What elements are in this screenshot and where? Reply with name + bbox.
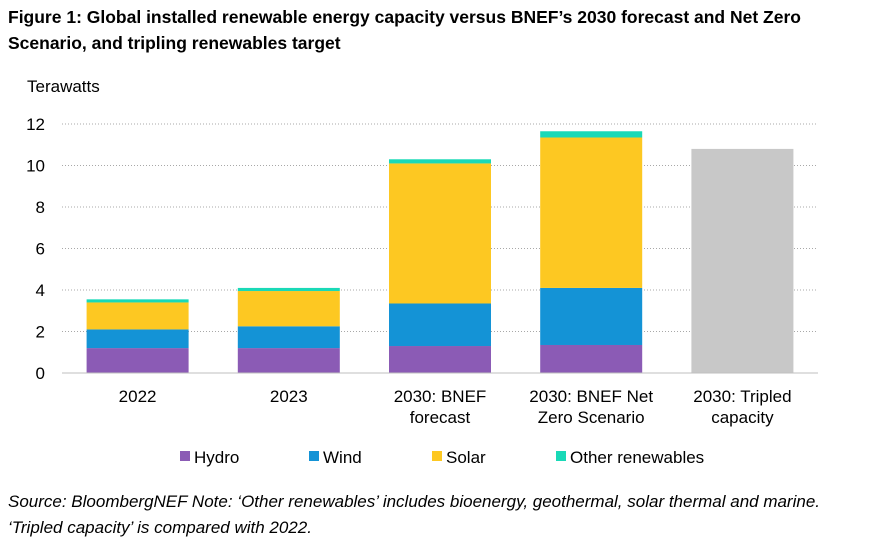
- x-tick-label: forecast: [410, 408, 471, 427]
- legend-label: Hydro: [194, 448, 239, 467]
- bar-segment-other-renewables: [389, 159, 491, 164]
- source-note: Source: BloombergNEF Note: ‘Other renewa…: [8, 492, 821, 537]
- legend: Hydro Wind Solar Other renewables: [180, 448, 704, 467]
- bar-segment-solar: [540, 137, 643, 288]
- y-tick-label: 4: [36, 281, 45, 300]
- x-tick-label: 2023: [270, 387, 308, 406]
- bar-segment-wind: [86, 329, 189, 349]
- x-tick-label: capacity: [711, 408, 774, 427]
- y-tick-label: 8: [36, 198, 45, 217]
- bar-segment-solar: [389, 163, 491, 304]
- bar-segment-solar: [237, 291, 340, 327]
- legend-swatch-wind: [309, 451, 319, 461]
- y-tick-label: 12: [26, 115, 45, 134]
- bar-segment-hydro: [540, 344, 643, 373]
- y-tick-label: 6: [36, 240, 45, 259]
- bar-segment-other-renewables: [540, 131, 643, 138]
- bars: [86, 131, 794, 373]
- x-tick-label: Zero Scenario: [538, 408, 645, 427]
- x-tick-label: 2030: BNEF: [394, 387, 487, 406]
- bar-segment-wind: [540, 287, 643, 345]
- bar-segment-other-renewables: [237, 287, 340, 292]
- y-tick-label: 10: [26, 157, 45, 176]
- y-axis-ticks: 0 2 4 6 8 10 12: [26, 115, 45, 383]
- legend-label: Solar: [446, 448, 486, 467]
- legend-swatch-other-renewables: [556, 451, 566, 461]
- bar-segment-hydro: [237, 348, 340, 373]
- figure-title: Figure 1: Global installed renewable ene…: [8, 7, 801, 53]
- bar-segment-wind: [237, 326, 340, 349]
- y-axis-label: Terawatts: [27, 77, 100, 96]
- bar-segment-other-renewables: [86, 299, 189, 303]
- bar-segment-wind: [389, 303, 491, 347]
- y-tick-label: 0: [36, 364, 45, 383]
- bar-segment-hydro: [389, 346, 491, 373]
- bar-segment-hydro: [86, 348, 189, 373]
- bar-tripled-capacity: [691, 148, 794, 373]
- x-tick-label: 2022: [119, 387, 157, 406]
- legend-label: Other renewables: [570, 448, 704, 467]
- legend-label: Wind: [323, 448, 362, 467]
- bar-segment-solar: [86, 302, 189, 330]
- legend-swatch-hydro: [180, 451, 190, 461]
- x-axis-ticks: 2022 2023 2030: BNEF forecast 2030: BNEF Net…: [119, 387, 792, 427]
- legend-swatch-solar: [432, 451, 442, 461]
- x-tick-label: 2030: BNEF Net: [529, 387, 653, 406]
- y-tick-label: 2: [36, 323, 45, 342]
- x-tick-label: 2030: Tripled: [693, 387, 791, 406]
